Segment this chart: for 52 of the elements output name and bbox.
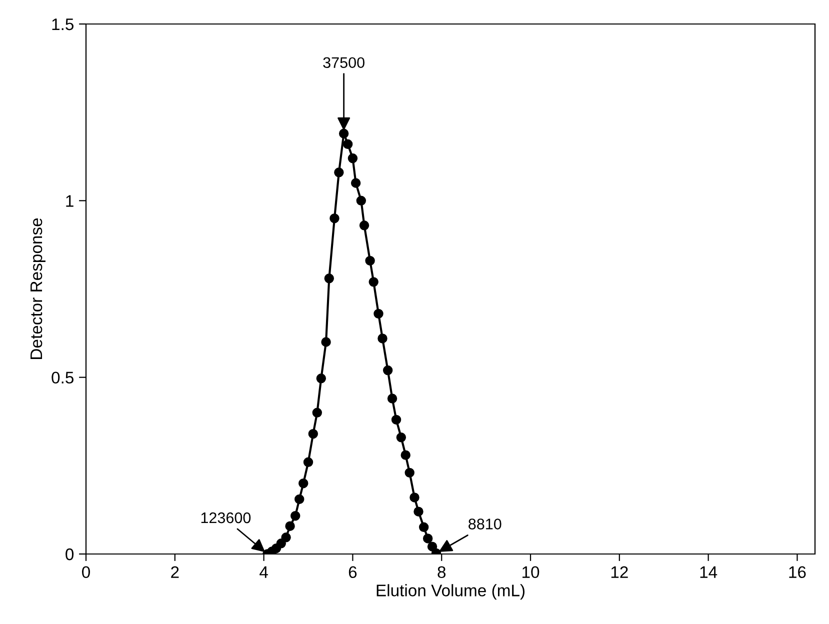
point xyxy=(427,542,438,552)
x-tick-label: 16 xyxy=(789,566,806,578)
point xyxy=(285,521,295,531)
point xyxy=(350,178,361,188)
x-tick-label: 12 xyxy=(611,566,628,578)
point xyxy=(374,308,384,319)
x-tick-label: 10 xyxy=(522,566,540,578)
x-tick-label: 2 xyxy=(171,566,179,578)
x-axis-title: Elution Volume (mL) xyxy=(376,584,525,600)
point xyxy=(387,394,398,404)
point xyxy=(330,213,340,224)
x-tick-label: 14 xyxy=(700,566,718,578)
point xyxy=(382,365,393,376)
point xyxy=(321,337,331,347)
point xyxy=(334,168,344,178)
point xyxy=(410,492,420,502)
point xyxy=(365,256,375,266)
annotation: 123600 xyxy=(201,512,251,524)
point xyxy=(378,334,388,344)
annotation: 8810 xyxy=(468,518,502,530)
point xyxy=(422,534,433,544)
point xyxy=(356,196,366,206)
point xyxy=(303,457,314,467)
point xyxy=(308,429,318,439)
point xyxy=(290,510,300,521)
point xyxy=(404,468,414,478)
annotation: 37500 xyxy=(323,57,364,68)
point xyxy=(418,522,429,532)
x-tick-label: 0 xyxy=(82,566,90,578)
point xyxy=(400,450,410,460)
y-tick-label: 0 xyxy=(66,548,74,560)
point xyxy=(391,414,402,425)
x-tick-label: 4 xyxy=(260,566,268,578)
point xyxy=(316,374,326,384)
x-tick-label: 8 xyxy=(438,566,446,578)
point xyxy=(294,494,304,504)
point xyxy=(281,532,291,542)
x-tick-label: 6 xyxy=(348,566,357,578)
y-tick-label: 1.5 xyxy=(52,18,74,30)
point xyxy=(298,478,308,488)
point xyxy=(348,153,358,164)
point xyxy=(338,128,349,138)
y-tick-label: 0.5 xyxy=(52,372,74,384)
point xyxy=(414,506,424,516)
point xyxy=(368,277,378,287)
point xyxy=(396,432,406,442)
point xyxy=(324,274,334,284)
y-axis-title: Detector Response xyxy=(30,218,46,359)
point xyxy=(359,220,370,230)
point xyxy=(342,139,353,149)
point xyxy=(312,408,322,418)
y-tick-label: 1 xyxy=(66,195,74,207)
